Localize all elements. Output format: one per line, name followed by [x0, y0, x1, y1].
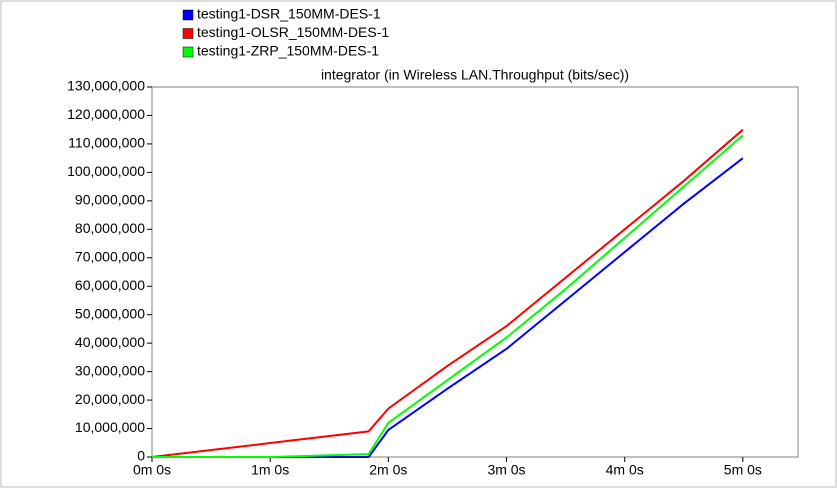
- y-tick-label: 10,000,000: [75, 419, 145, 435]
- y-tick-label: 40,000,000: [75, 334, 145, 350]
- y-tick-label: 30,000,000: [75, 362, 145, 378]
- legend-label: testing1-ZRP_150MM-DES-1: [197, 43, 379, 59]
- y-tick-label: 0: [137, 448, 145, 464]
- legend-label: testing1-DSR_150MM-DES-1: [197, 6, 381, 22]
- x-tick-label: 1m 0s: [251, 462, 289, 478]
- y-tick-label: 80,000,000: [75, 220, 145, 236]
- y-tick-label: 130,000,000: [67, 78, 145, 94]
- x-tick-label: 4m 0s: [606, 462, 644, 478]
- series-line: [151, 128, 744, 458]
- x-tick-label: 3m 0s: [487, 462, 525, 478]
- y-tick-label: 120,000,000: [67, 106, 145, 122]
- legend-swatch: [182, 28, 194, 39]
- y-tick-label: 50,000,000: [75, 305, 145, 321]
- y-tick-label: 60,000,000: [75, 277, 145, 293]
- y-tick-label: 20,000,000: [75, 391, 145, 407]
- y-tick-label: 110,000,000: [68, 135, 145, 151]
- plot-area: [151, 86, 799, 458]
- x-tick-label: 2m 0s: [369, 462, 407, 478]
- legend-label: testing1-OLSR_150MM-DES-1: [197, 24, 389, 40]
- x-tick-label: 5m 0s: [724, 462, 762, 478]
- series-line: [152, 157, 744, 458]
- legend-swatch: [182, 9, 194, 21]
- y-tick-label: 70,000,000: [75, 248, 145, 264]
- y-tick-label: 100,000,000: [67, 163, 145, 179]
- legend-swatch: [182, 46, 194, 58]
- y-tick-label: 90,000,000: [75, 192, 145, 208]
- series-line: [152, 134, 744, 458]
- x-tick-label: 0m 0s: [133, 462, 171, 478]
- chart-title: integrator (in Wireless LAN.Throughput (…: [321, 67, 629, 83]
